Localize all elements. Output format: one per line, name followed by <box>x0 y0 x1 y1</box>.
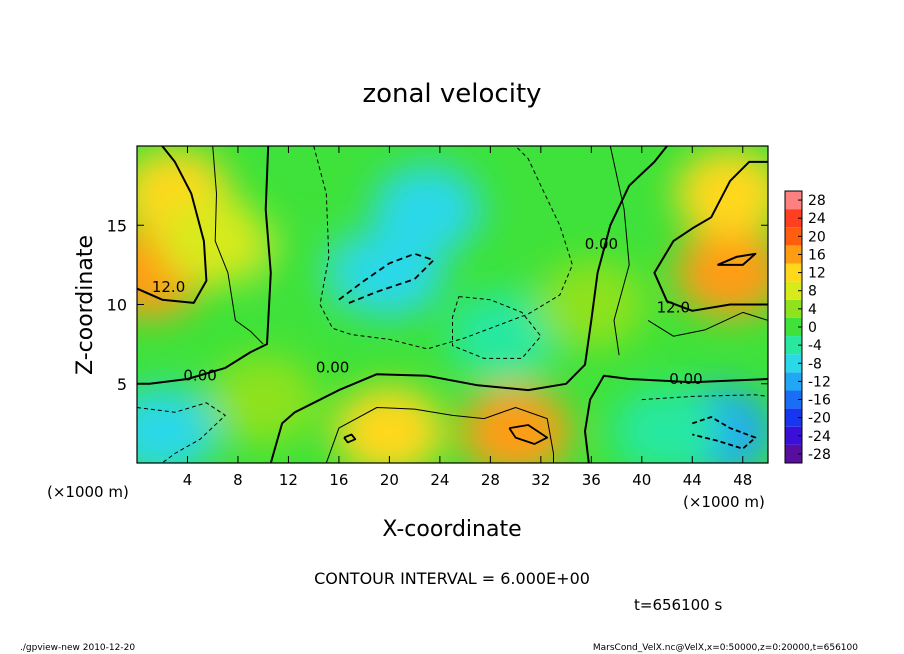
contour-interval-text: CONTOUR INTERVAL = 6.000E+00 <box>314 569 590 588</box>
field-sample <box>675 148 768 239</box>
x-tick-label: 32 <box>531 471 550 489</box>
colorbar-segment <box>785 317 802 337</box>
contour-line <box>212 146 264 345</box>
x-tick-label: 24 <box>430 471 449 489</box>
contour-line <box>584 374 768 463</box>
colorbar-label: -8 <box>808 356 822 372</box>
colorbar-label: 12 <box>808 266 826 282</box>
colorbar-label: 8 <box>808 284 817 300</box>
colorbar-label: -24 <box>808 429 831 445</box>
contour-line <box>692 416 757 450</box>
field-sample <box>157 196 268 287</box>
colorbar-label: -12 <box>808 374 831 390</box>
x-tick-label: 4 <box>183 471 193 489</box>
contour-label: 0.00 <box>316 359 349 377</box>
field-sample <box>612 386 723 463</box>
x-unit-label-right: (×1000 m) <box>683 493 765 511</box>
x-tick-label: 8 <box>233 471 243 489</box>
x-tick-label: 20 <box>380 471 399 489</box>
footer-left: ./gpview-new 2010-12-20 <box>20 643 135 653</box>
contour-line <box>508 424 549 445</box>
colorbar-segment <box>785 390 802 409</box>
contour-line <box>313 146 573 350</box>
field-sample <box>372 164 483 255</box>
field-sample <box>460 386 571 463</box>
contour-line <box>717 252 757 266</box>
field-sample <box>137 386 218 463</box>
x-tick-label: 16 <box>329 471 348 489</box>
contour-line <box>137 146 272 385</box>
colorbar-segment <box>785 281 802 300</box>
contour-label: 12.0 <box>152 278 185 296</box>
colorbar-segment <box>785 263 802 282</box>
colorbar-label: 16 <box>808 247 826 263</box>
colorbar-label: 20 <box>808 229 826 245</box>
x-unit-label: (×1000 m) <box>47 483 129 501</box>
field-sample <box>208 354 319 445</box>
field-sample <box>536 259 647 350</box>
x-tick-label: 36 <box>582 471 601 489</box>
y-tick-label: 5 <box>117 375 127 394</box>
colorbar-label: -28 <box>808 447 831 463</box>
colorbar-label: -4 <box>808 338 822 354</box>
colorbar-label: 28 <box>808 193 826 209</box>
chart-title: zonal velocity <box>362 79 541 109</box>
contour-label: 0.00 <box>585 235 618 253</box>
contour-line <box>137 146 208 304</box>
contour-line <box>647 311 768 337</box>
contour-line <box>452 296 542 359</box>
x-tick-label: 12 <box>279 471 298 489</box>
y-tick-label: 10 <box>107 296 127 315</box>
x-tick-label: 28 <box>481 471 500 489</box>
colorbar-segment <box>785 408 802 427</box>
field-sample <box>258 227 369 318</box>
colorbar-label: -20 <box>808 411 831 427</box>
colorbar-segment <box>785 354 802 373</box>
x-tick-label: 48 <box>733 471 752 489</box>
x-tick-label: 44 <box>683 471 702 489</box>
colorbar-segment <box>785 245 802 264</box>
colorbar-label: -16 <box>808 393 831 409</box>
footer-right: MarsCond_VelX.nc@VelX,x=0:50000,z=0:2000… <box>593 643 858 653</box>
contour-line <box>609 146 630 356</box>
field-sample <box>447 291 558 382</box>
colorbar-segment <box>785 444 802 463</box>
colorbar-segment <box>785 372 802 391</box>
colorbar-segment <box>785 426 802 445</box>
colorbar-segment <box>785 191 802 210</box>
contour-line <box>325 407 554 463</box>
contour-label: 0.00 <box>183 367 216 385</box>
time-stamp: t=656100 s <box>634 596 722 614</box>
x-tick-label: 40 <box>632 471 651 489</box>
y-tick-label: 15 <box>107 216 127 235</box>
colorbar-label: 24 <box>808 211 826 227</box>
field-sample <box>334 386 445 463</box>
colorbar-label: 4 <box>808 302 817 318</box>
colorbar-segment <box>785 227 802 246</box>
contour-line <box>269 146 668 463</box>
y-axis-label: Z-coordinate <box>73 235 98 375</box>
field-sample <box>675 227 768 318</box>
contour-line <box>653 160 768 312</box>
contour-line <box>137 402 226 463</box>
colorbar-label: 0 <box>808 320 817 336</box>
contour-label: 12.0 <box>657 298 690 316</box>
colorbar-segment <box>785 299 802 318</box>
contour-line <box>641 394 768 401</box>
colorbar-segment <box>785 209 802 228</box>
contour-label: 0.00 <box>669 370 702 388</box>
x-axis-label: X-coordinate <box>382 517 521 542</box>
colorbar-segment <box>785 336 802 355</box>
contour-line <box>343 433 357 444</box>
